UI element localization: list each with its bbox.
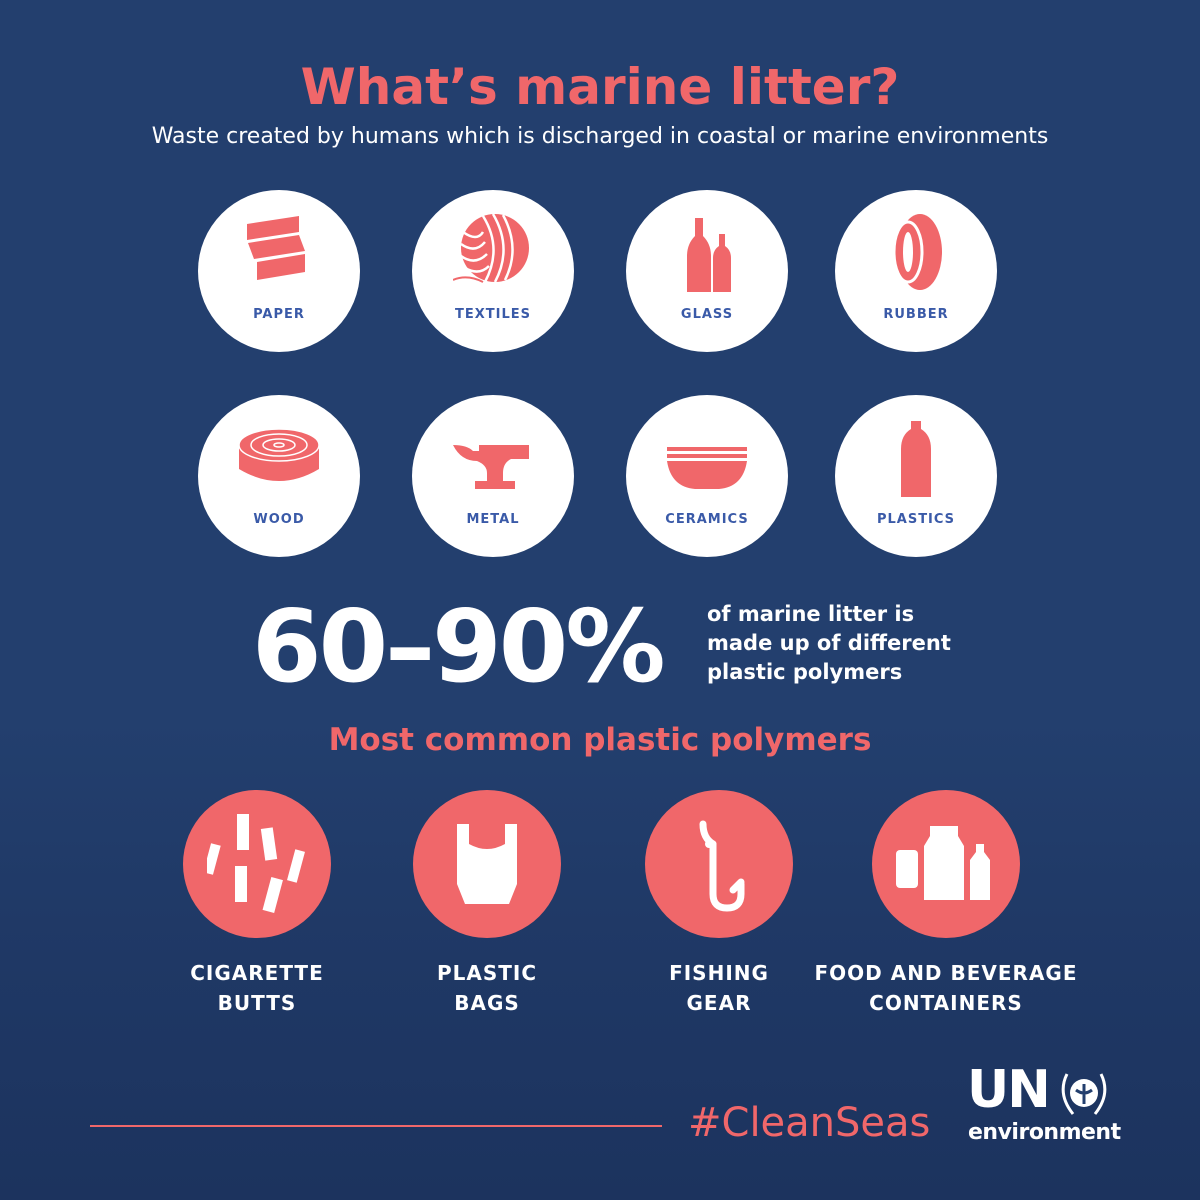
material-label: TEXTILES bbox=[454, 307, 531, 322]
polymer-plastic-bags bbox=[413, 790, 561, 938]
label-line: CONTAINERS bbox=[869, 991, 1023, 1015]
polymer-label: CIGARETTE BUTTS bbox=[117, 958, 397, 1018]
tire-icon bbox=[892, 214, 942, 290]
label-line: PLASTIC bbox=[436, 961, 538, 985]
bowl-icon bbox=[667, 447, 747, 489]
anvil-icon bbox=[453, 445, 529, 489]
hashtag: #CleanSeas bbox=[688, 1100, 931, 1146]
label-line: FISHING bbox=[669, 961, 769, 985]
polymer-cigarette-butts bbox=[183, 790, 331, 938]
logo-un: UN bbox=[967, 1060, 1051, 1120]
stat-line: of marine litter is bbox=[707, 602, 915, 626]
divider bbox=[90, 1125, 662, 1127]
material-paper: PAPER bbox=[198, 190, 360, 352]
stat-value: 60–90% bbox=[252, 588, 666, 705]
fishing-hook-icon bbox=[699, 820, 745, 912]
material-plastics: PLASTICS bbox=[835, 395, 997, 557]
label-line: BUTTS bbox=[217, 991, 297, 1015]
folded-paper-icon bbox=[247, 216, 305, 280]
yarn-ball-icon bbox=[453, 213, 529, 283]
material-rubber: RUBBER bbox=[835, 190, 997, 352]
page-title: What’s marine litter? bbox=[300, 58, 900, 116]
plastic-bag-icon bbox=[457, 824, 517, 904]
plastic-bottle-icon bbox=[901, 421, 931, 497]
material-label: CERAMICS bbox=[665, 512, 749, 527]
label-line: CIGARETTE bbox=[190, 961, 324, 985]
stat-line: plastic polymers bbox=[707, 660, 903, 684]
polymer-label: FISHING GEAR bbox=[579, 958, 859, 1018]
stat-line: made up of different bbox=[707, 631, 951, 655]
material-glass: GLASS bbox=[626, 190, 788, 352]
logo-environment: environment bbox=[968, 1120, 1121, 1145]
polymer-label: FOOD AND BEVERAGE CONTAINERS bbox=[806, 958, 1086, 1018]
label-line: GEAR bbox=[686, 991, 752, 1015]
label-line: FOOD AND BEVERAGE bbox=[814, 961, 1078, 985]
stat-description: of marine litter is made up of different… bbox=[707, 600, 951, 687]
material-label: PAPER bbox=[253, 307, 305, 322]
material-label: PLASTICS bbox=[876, 512, 956, 527]
material-label: METAL bbox=[466, 512, 520, 527]
polymers-heading: Most common plastic polymers bbox=[328, 722, 872, 758]
subtitle: Waste created by humans which is dischar… bbox=[151, 124, 1049, 149]
material-metal: METAL bbox=[412, 395, 574, 557]
polymer-label: PLASTIC BAGS bbox=[347, 958, 627, 1018]
log-slice-icon bbox=[239, 428, 319, 481]
polymer-containers bbox=[872, 790, 1020, 938]
material-textiles: TEXTILES bbox=[412, 190, 574, 352]
material-ceramics: CERAMICS bbox=[626, 395, 788, 557]
polymer-fishing-gear bbox=[645, 790, 793, 938]
material-label: GLASS bbox=[680, 307, 734, 322]
un-emblem-icon bbox=[1061, 1073, 1107, 1115]
material-wood: WOOD bbox=[198, 395, 360, 557]
material-label: RUBBER bbox=[883, 307, 949, 322]
material-label: WOOD bbox=[253, 512, 305, 527]
cigarette-butts-icon bbox=[207, 814, 305, 913]
glass-bottles-icon bbox=[687, 218, 731, 292]
label-line: BAGS bbox=[454, 991, 520, 1015]
containers-icon bbox=[896, 826, 990, 900]
